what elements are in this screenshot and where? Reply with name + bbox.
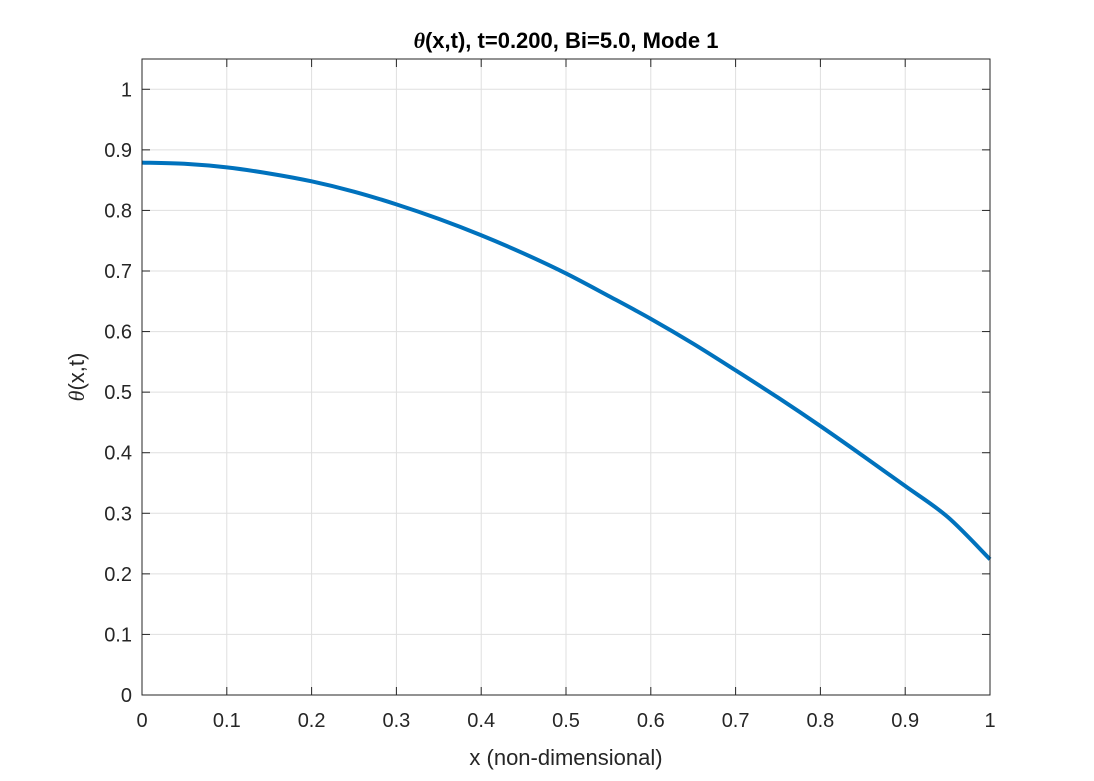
x-tick-label: 0.1 [213,710,241,732]
ylabel-theta-symbol: θ [64,390,89,401]
series-line [141,160,992,561]
x-tick-label: 0.3 [382,710,410,732]
title-text-rest: (x,t), t=0.200, Bi=5.0, Mode 1 [425,28,718,53]
x-tick-label: 0.2 [298,710,326,732]
x-tick-label: 0.7 [722,710,750,732]
x-tick-label: 0.5 [552,710,580,732]
x-axis-label: x (non-dimensional) [469,745,662,770]
ylabel-text-rest: (x,t) [64,353,89,391]
chart-title: θ(x,t), t=0.200, Bi=5.0, Mode 1 [414,28,719,53]
title-theta-symbol: θ [414,28,426,53]
y-tick-label: 0.7 [104,261,132,283]
y-tick-label: 0.9 [104,140,132,162]
x-tick-label: 0 [136,710,147,732]
y-tick-label: 0.5 [104,382,132,404]
y-tick-label: 0 [121,685,132,707]
x-tick-label: 0.4 [467,710,495,732]
y-axis-label: θ(x,t) [64,353,89,402]
x-tick-label: 0.8 [806,710,834,732]
y-tick-label: 0.4 [104,443,132,465]
y-tick-label: 0.1 [104,624,132,646]
x-tick-label: 0.6 [637,710,665,732]
x-tick-label: 0.9 [891,710,919,732]
y-tick-label: 0.6 [104,322,132,344]
y-tick-label: 1 [121,79,132,101]
y-tick-label: 0.2 [104,564,132,586]
y-tick-label: 0.3 [104,503,132,525]
x-tick-label: 1 [984,710,995,732]
y-tick-label: 0.8 [104,200,132,222]
series-layer [141,160,992,561]
ticks: 0 0.1 0.2 0.3 0.4 0.5 0.6 0.7 0.8 0.9 1 0 0.1 0.2 0.3 0… [104,59,996,732]
